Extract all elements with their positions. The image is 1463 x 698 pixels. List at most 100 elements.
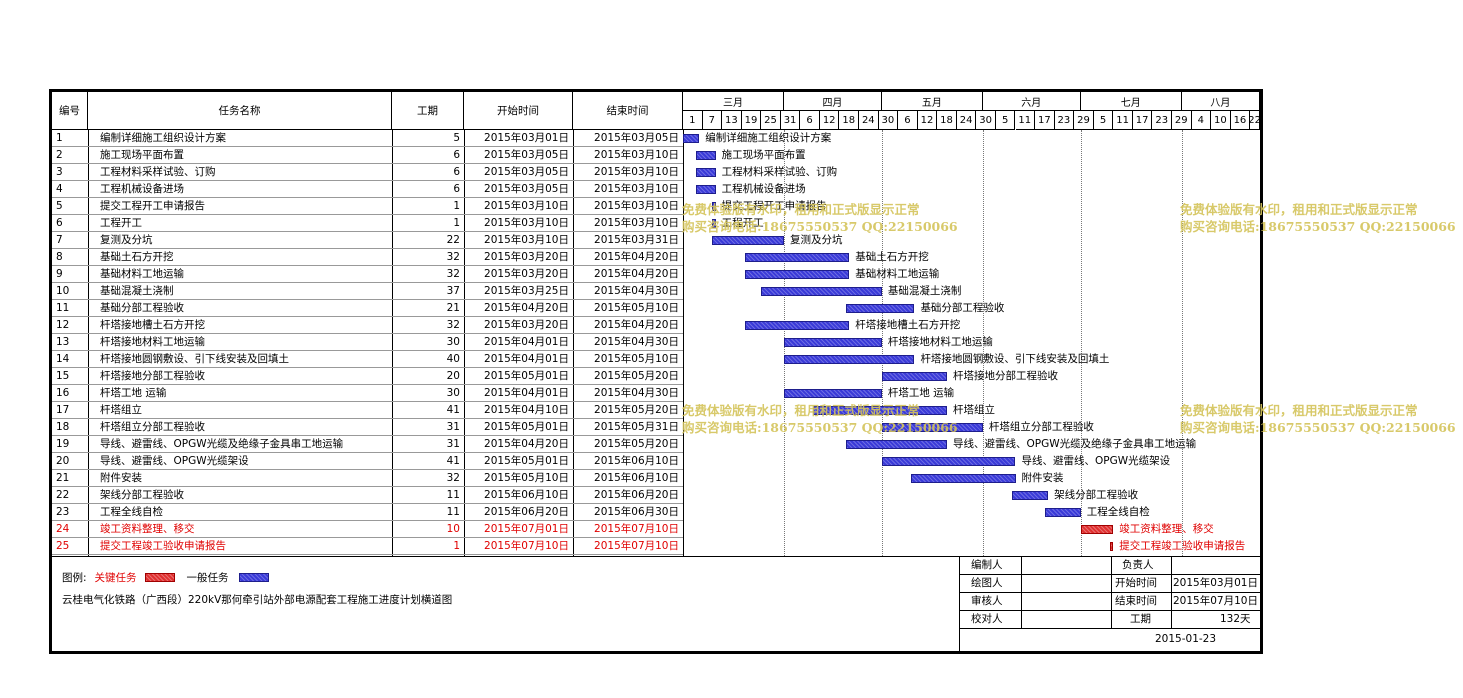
task-start: 2015年03月25日 bbox=[484, 285, 569, 297]
month-gridline bbox=[1181, 130, 1183, 556]
gantt-bar-label: 基础混凝土浇制 bbox=[887, 285, 962, 297]
task-end: 2015年04月20日 bbox=[594, 319, 679, 331]
gantt-bar[interactable] bbox=[784, 355, 915, 364]
task-end: 2015年06月20日 bbox=[594, 489, 679, 501]
task-id: 12 bbox=[56, 319, 70, 331]
day-header: 11 bbox=[1015, 111, 1036, 130]
gantt-bar[interactable] bbox=[784, 389, 882, 398]
task-duration: 22 bbox=[446, 234, 460, 246]
task-id: 16 bbox=[56, 387, 70, 399]
info-start-value: 2015年03月01日 bbox=[1173, 577, 1258, 589]
task-end: 2015年03月10日 bbox=[594, 183, 679, 195]
task-name: 基础分部工程验收 bbox=[100, 302, 184, 314]
gantt-bar[interactable] bbox=[845, 304, 915, 313]
gantt-bar-label: 复测及分坑 bbox=[790, 234, 843, 246]
gantt-bar-label: 基础材料工地运输 bbox=[855, 268, 940, 280]
gantt-bar[interactable] bbox=[1110, 542, 1114, 551]
task-name: 提交工程竣工验收申请报告 bbox=[100, 540, 226, 552]
gantt-bar[interactable] bbox=[696, 151, 716, 160]
gantt-bar-label: 杆塔接地分部工程验收 bbox=[953, 370, 1059, 382]
task-name: 杆塔组立 bbox=[100, 404, 142, 416]
gantt-bar[interactable] bbox=[784, 338, 882, 347]
table-row: 13 杆塔接地材料工地运输 30 2015年04月01日 2015年04月30日 bbox=[52, 334, 683, 351]
gantt-bar-label: 导线、避雷线、OPGW光缆架设 bbox=[1021, 455, 1171, 467]
watermark-line1: 免费体验版有水印，租用和正式版显示正常 bbox=[682, 202, 920, 217]
day-header: 6 bbox=[800, 111, 820, 130]
gantt-bar[interactable] bbox=[696, 168, 716, 177]
info-duration-value: 132天 bbox=[1220, 613, 1251, 625]
task-end: 2015年06月10日 bbox=[594, 472, 679, 484]
gantt-bar[interactable] bbox=[744, 270, 850, 279]
day-header: 4 bbox=[1191, 111, 1212, 130]
table-row: 14 杆塔接地圆钢敷设、引下线安装及回填土 40 2015年04月01日 2015年05… bbox=[52, 351, 683, 368]
column-divider bbox=[573, 130, 574, 556]
gantt-bar[interactable] bbox=[712, 236, 785, 245]
day-header: 10 bbox=[1211, 111, 1231, 130]
gantt-bar[interactable] bbox=[712, 202, 716, 211]
gantt-bar[interactable] bbox=[1012, 491, 1049, 500]
task-start: 2015年04月10日 bbox=[484, 404, 569, 416]
task-duration: 1 bbox=[453, 217, 460, 229]
gantt-bar[interactable] bbox=[881, 457, 1016, 466]
project-title: 云桂电气化铁路（广西段）220kV那何牵引站外部电源配套工程施工进度计划横道图 bbox=[62, 594, 453, 606]
watermark-line2: 购买咨询电话:18675550537 QQ:22150066 bbox=[1180, 219, 1456, 234]
task-start: 2015年05月01日 bbox=[484, 370, 569, 382]
column-divider bbox=[464, 130, 465, 556]
table-row: 20 导线、避雷线、OPGW光缆架设 41 2015年05月01日 2015年06月10… bbox=[52, 453, 683, 470]
table-row: 22 架线分部工程验收 11 2015年06月10日 2015年06月20日 bbox=[52, 487, 683, 504]
task-duration: 32 bbox=[446, 268, 460, 280]
info-end-label: 结束时间 bbox=[1115, 595, 1157, 607]
gantt-bar[interactable] bbox=[1080, 525, 1114, 534]
gantt-bar[interactable] bbox=[1044, 508, 1081, 517]
day-header: 19 bbox=[741, 111, 762, 130]
info-compiler-label: 编制人 bbox=[971, 559, 1003, 571]
table-row: 1 编制详细施工组织设计方案 5 2015年03月01日 2015年03月05日 bbox=[52, 130, 683, 147]
gantt-bar[interactable] bbox=[911, 474, 1016, 483]
day-header: 17 bbox=[1035, 111, 1055, 130]
gantt-bar-label: 杆塔工地 运输 bbox=[887, 387, 955, 399]
gantt-bar[interactable] bbox=[881, 372, 948, 381]
task-name: 附件安装 bbox=[100, 472, 142, 484]
gantt-bar[interactable] bbox=[744, 321, 850, 330]
gantt-bar-label: 基础土石方开挖 bbox=[855, 251, 929, 263]
table-row: 17 杆塔组立 41 2015年04月10日 2015年05月20日 bbox=[52, 402, 683, 419]
task-name: 工程材料采样试验、订购 bbox=[100, 166, 216, 178]
watermark-line2: 购买咨询电话:18675550537 QQ:22150066 bbox=[1180, 420, 1456, 435]
gantt-bar[interactable] bbox=[696, 185, 716, 194]
gantt-bar[interactable] bbox=[761, 287, 882, 296]
task-id: 5 bbox=[56, 200, 63, 212]
task-start: 2015年04月20日 bbox=[484, 302, 569, 314]
column-divider bbox=[88, 130, 89, 556]
gantt-bar-label: 杆塔组立分部工程验收 bbox=[988, 421, 1094, 433]
gantt-bar[interactable] bbox=[712, 219, 716, 228]
gantt-bar[interactable] bbox=[845, 440, 948, 449]
task-end: 2015年04月20日 bbox=[594, 251, 679, 263]
task-id: 13 bbox=[56, 336, 70, 348]
month-gridline bbox=[982, 130, 984, 556]
table-row: 23 工程全线自检 11 2015年06月20日 2015年06月30日 bbox=[52, 504, 683, 521]
watermark-3: 免费体验版有水印，租用和正式版显示正常 购买咨询电话:18675550537 Q… bbox=[682, 402, 958, 436]
table-row: 25 提交工程竣工验收申请报告 1 2015年07月10日 2015年07月10日 bbox=[52, 538, 683, 555]
gantt-bar-label: 施工现场平面布置 bbox=[721, 149, 806, 161]
gantt-bar[interactable] bbox=[683, 134, 700, 143]
month-header: 五月 bbox=[881, 92, 983, 111]
gantt-bar-label: 工程全线自检 bbox=[1086, 506, 1150, 518]
task-id: 14 bbox=[56, 353, 70, 365]
task-start: 2015年07月10日 bbox=[484, 540, 569, 552]
task-start: 2015年03月20日 bbox=[484, 319, 569, 331]
task-name: 复测及分坑 bbox=[100, 234, 153, 246]
task-name: 导线、避雷线、OPGW光缆架设 bbox=[100, 455, 249, 467]
task-end: 2015年03月05日 bbox=[594, 132, 679, 144]
gantt-bar[interactable] bbox=[744, 253, 850, 262]
task-end: 2015年07月10日 bbox=[594, 540, 679, 552]
gantt-bar[interactable] bbox=[881, 423, 983, 432]
gantt-bar-label: 导线、避雷线、OPGW光缆及绝缘子金具串工地运输 bbox=[953, 438, 1197, 450]
gantt-bar[interactable] bbox=[813, 406, 948, 415]
month-header: 四月 bbox=[784, 92, 882, 111]
info-start-label: 开始时间 bbox=[1115, 577, 1157, 589]
task-duration: 10 bbox=[446, 523, 460, 535]
day-header: 7 bbox=[702, 111, 723, 130]
day-header: 16 bbox=[1230, 111, 1251, 130]
month-header: 八月 bbox=[1181, 92, 1260, 111]
task-name: 杆塔接地材料工地运输 bbox=[100, 336, 205, 348]
